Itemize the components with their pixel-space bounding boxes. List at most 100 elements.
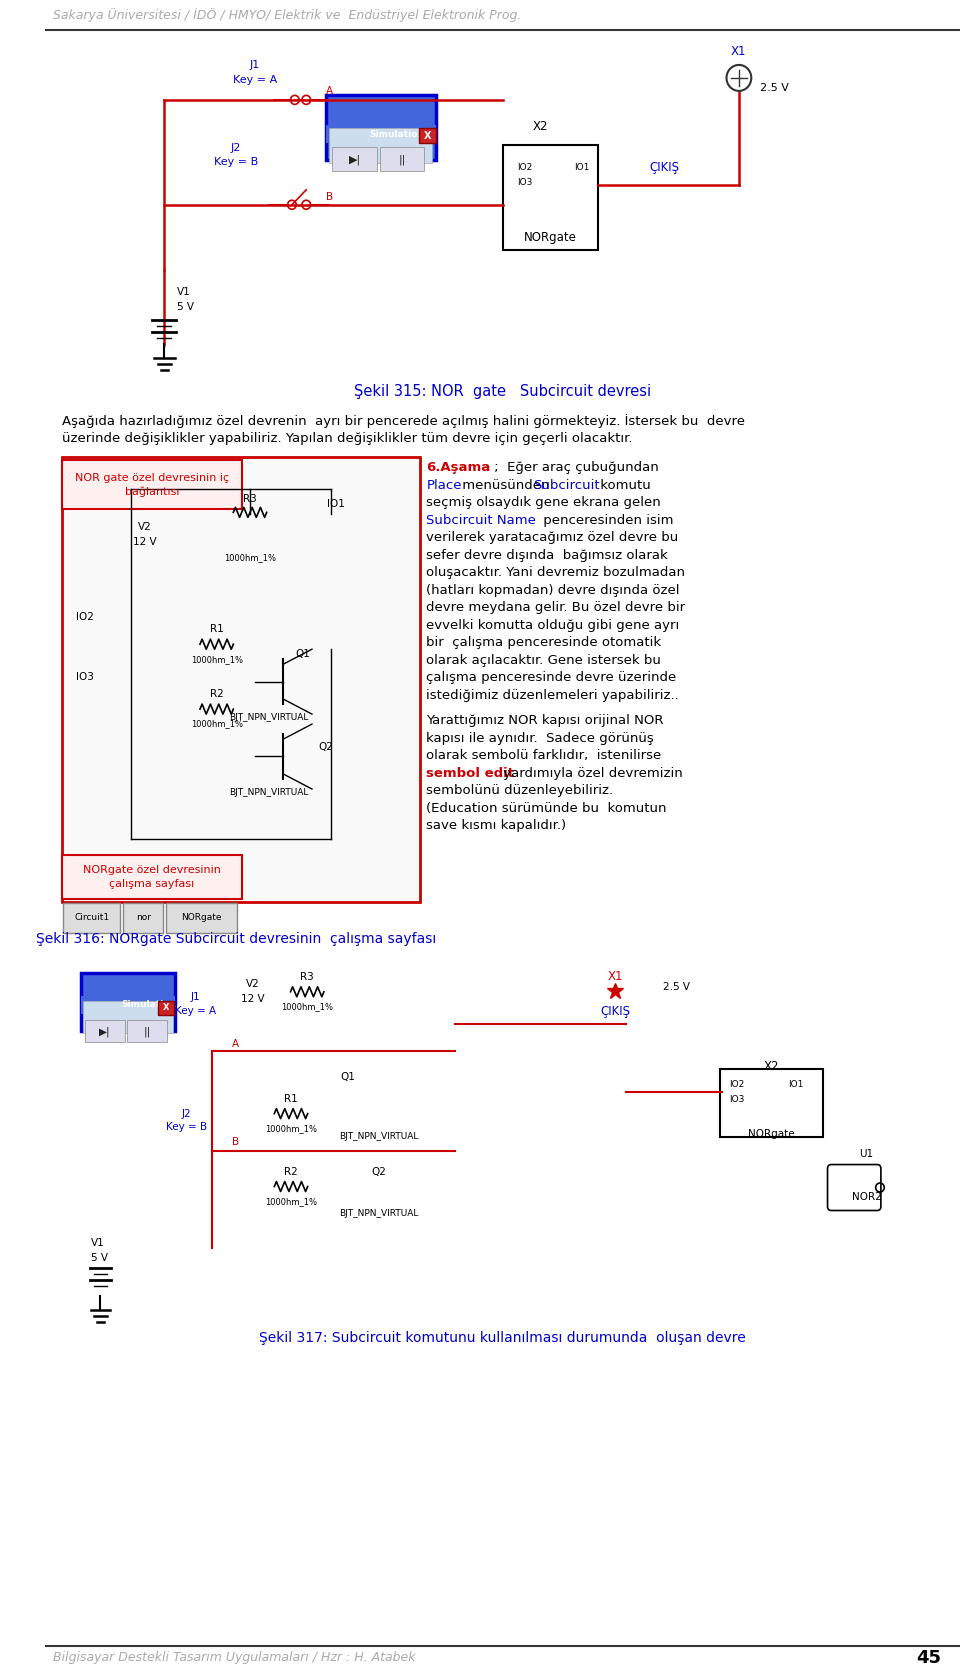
Text: ÇIKIŞ: ÇIKIŞ xyxy=(650,162,680,174)
FancyBboxPatch shape xyxy=(166,903,237,933)
FancyBboxPatch shape xyxy=(828,1165,881,1210)
Text: NORgate: NORgate xyxy=(181,913,222,923)
Text: ;  Eğer araç çubuğundan: ; Eğer araç çubuğundan xyxy=(491,461,659,474)
Text: Şekil 317: Subcircuit komutunu kullanılması durumunda  oluşan devre: Şekil 317: Subcircuit komutunu kullanılm… xyxy=(259,1332,746,1345)
FancyBboxPatch shape xyxy=(720,1068,823,1137)
Text: BJT_NPN_VIRTUAL: BJT_NPN_VIRTUAL xyxy=(339,1208,419,1218)
Text: Key = A: Key = A xyxy=(175,1006,216,1016)
Text: 12 V: 12 V xyxy=(241,993,265,1003)
FancyBboxPatch shape xyxy=(62,457,420,901)
Text: üzerinde değişiklikler yapabiliriz. Yapılan değişiklikler tüm devre için geçerli: üzerinde değişiklikler yapabiliriz. Yapı… xyxy=(62,432,633,446)
Text: Bilgisayar Destekli Tasarım Uygulamaları / Hzr : H. Atabek: Bilgisayar Destekli Tasarım Uygulamaları… xyxy=(53,1651,416,1664)
Text: evvelki komutta olduğu gibi gene ayrı: evvelki komutta olduğu gibi gene ayrı xyxy=(426,619,680,633)
FancyBboxPatch shape xyxy=(332,147,376,170)
Text: 1000hm_1%: 1000hm_1% xyxy=(191,654,243,664)
Text: R3: R3 xyxy=(243,494,257,504)
Text: seçmiş olsaydık gene ekrana gelen: seçmiş olsaydık gene ekrana gelen xyxy=(426,496,661,509)
Text: X2: X2 xyxy=(533,120,548,134)
Text: A: A xyxy=(232,1038,239,1048)
Text: save kısmı kapalıdır.): save kısmı kapalıdır.) xyxy=(426,819,566,831)
Text: ÇIKIŞ: ÇIKIŞ xyxy=(600,1005,630,1018)
Text: BJT_NPN_VIRTUAL: BJT_NPN_VIRTUAL xyxy=(339,1132,419,1142)
Text: 2.5 V: 2.5 V xyxy=(662,981,689,991)
Text: IO1: IO1 xyxy=(788,1080,804,1090)
Text: Q2: Q2 xyxy=(372,1167,386,1177)
Text: 1000hm_1%: 1000hm_1% xyxy=(281,1003,333,1011)
FancyBboxPatch shape xyxy=(419,129,436,144)
Text: Sakarya Üniversitesi / İDÖ / HMYO/ Elektrik ve  Endüstriyel Elektronik Prog.: Sakarya Üniversitesi / İDÖ / HMYO/ Elekt… xyxy=(53,8,521,22)
FancyBboxPatch shape xyxy=(379,147,424,170)
Text: B: B xyxy=(232,1137,239,1147)
Text: B: B xyxy=(325,192,333,202)
Text: V1: V1 xyxy=(177,287,190,297)
FancyBboxPatch shape xyxy=(127,1020,167,1041)
Text: R1: R1 xyxy=(284,1093,298,1103)
FancyBboxPatch shape xyxy=(82,973,175,1031)
Text: IO1: IO1 xyxy=(574,164,589,172)
Text: sembol edit: sembol edit xyxy=(426,766,515,779)
Text: R2: R2 xyxy=(284,1167,298,1177)
Text: 2.5 V: 2.5 V xyxy=(760,83,789,93)
Text: istediğimiz düzenlemeleri yapabiliriz..: istediğimiz düzenlemeleri yapabiliriz.. xyxy=(426,689,679,701)
FancyBboxPatch shape xyxy=(123,903,163,933)
Text: ||: || xyxy=(143,1026,151,1036)
FancyBboxPatch shape xyxy=(157,1001,174,1015)
Text: olarak sembolü farklıdır,  istenilirse: olarak sembolü farklıdır, istenilirse xyxy=(426,749,661,763)
Text: IO2: IO2 xyxy=(76,613,93,623)
Text: kapısı ile aynıdır.  Sadece görünüş: kapısı ile aynıdır. Sadece görünüş xyxy=(426,731,654,744)
Text: Şekil 315: NOR  gate   Subcircuit devresi: Şekil 315: NOR gate Subcircuit devresi xyxy=(354,384,651,399)
FancyBboxPatch shape xyxy=(85,1020,125,1041)
FancyBboxPatch shape xyxy=(503,145,598,250)
Text: 1000hm_1%: 1000hm_1% xyxy=(265,1197,317,1207)
Text: A: A xyxy=(325,85,333,95)
Text: 6.Aşama: 6.Aşama xyxy=(426,461,491,474)
Text: R3: R3 xyxy=(300,971,314,981)
Text: Q1: Q1 xyxy=(295,649,310,659)
FancyBboxPatch shape xyxy=(329,129,432,164)
Text: 5 V: 5 V xyxy=(177,302,194,312)
Text: devre meydana gelir. Bu özel devre bir: devre meydana gelir. Bu özel devre bir xyxy=(426,601,685,614)
Text: olarak açılacaktır. Gene istersek bu: olarak açılacaktır. Gene istersek bu xyxy=(426,654,661,666)
Text: bir  çalışma penceresinde otomatik: bir çalışma penceresinde otomatik xyxy=(426,636,661,649)
Text: komutu: komutu xyxy=(596,479,651,492)
Text: R1: R1 xyxy=(210,624,224,634)
Text: IO1: IO1 xyxy=(326,499,345,509)
Text: sefer devre dışında  bağımsız olarak: sefer devre dışında bağımsız olarak xyxy=(426,549,668,562)
Text: J1: J1 xyxy=(191,991,201,1001)
Text: 12 V: 12 V xyxy=(133,537,157,547)
Text: (hatları kopmadan) devre dışında özel: (hatları kopmadan) devre dışında özel xyxy=(426,584,680,598)
Text: verilerek yaratacağımız özel devre bu: verilerek yaratacağımız özel devre bu xyxy=(426,531,679,544)
Text: J2: J2 xyxy=(181,1108,191,1118)
Text: V1: V1 xyxy=(91,1238,105,1248)
Text: IO2: IO2 xyxy=(730,1080,745,1090)
FancyBboxPatch shape xyxy=(62,855,242,900)
Text: çalışma penceresinde devre üzerinde: çalışma penceresinde devre üzerinde xyxy=(426,671,677,684)
Text: X1: X1 xyxy=(608,970,623,983)
Text: NORgate: NORgate xyxy=(748,1128,795,1138)
Text: V2: V2 xyxy=(246,978,260,988)
FancyBboxPatch shape xyxy=(82,996,175,1013)
Text: Place: Place xyxy=(426,479,462,492)
Text: J2: J2 xyxy=(230,144,241,154)
Text: Subcircuit Name: Subcircuit Name xyxy=(426,514,537,527)
Text: Q1: Q1 xyxy=(341,1071,355,1082)
Text: 5 V: 5 V xyxy=(91,1253,108,1263)
Text: J1: J1 xyxy=(250,60,260,70)
Text: menüsünden: menüsünden xyxy=(458,479,554,492)
FancyBboxPatch shape xyxy=(63,903,120,933)
Text: Q2: Q2 xyxy=(319,743,334,753)
Text: nor: nor xyxy=(135,913,151,923)
Text: X2: X2 xyxy=(763,1060,780,1073)
Text: U1: U1 xyxy=(859,1148,874,1158)
Text: (Education sürümünde bu  komutun: (Education sürümünde bu komutun xyxy=(426,801,667,814)
Text: Aşağıda hazırladığımız özel devrenin  ayrı bir pencerede açılmış halini görmekte: Aşağıda hazırladığımız özel devrenin ayr… xyxy=(62,414,745,429)
Text: Simulatio...: Simulatio... xyxy=(121,1000,180,1010)
Text: V2: V2 xyxy=(138,522,152,532)
FancyBboxPatch shape xyxy=(326,95,436,160)
Text: NOR gate özel devresinin iç
bağlantısı: NOR gate özel devresinin iç bağlantısı xyxy=(75,474,228,497)
Text: Key = B: Key = B xyxy=(213,157,258,167)
Text: Yarattığımız NOR kapısı orijinal NOR: Yarattığımız NOR kapısı orijinal NOR xyxy=(426,714,663,728)
Text: 1000hm_1%: 1000hm_1% xyxy=(224,552,276,562)
Text: Simulatio...: Simulatio... xyxy=(370,130,427,139)
FancyBboxPatch shape xyxy=(62,461,242,509)
